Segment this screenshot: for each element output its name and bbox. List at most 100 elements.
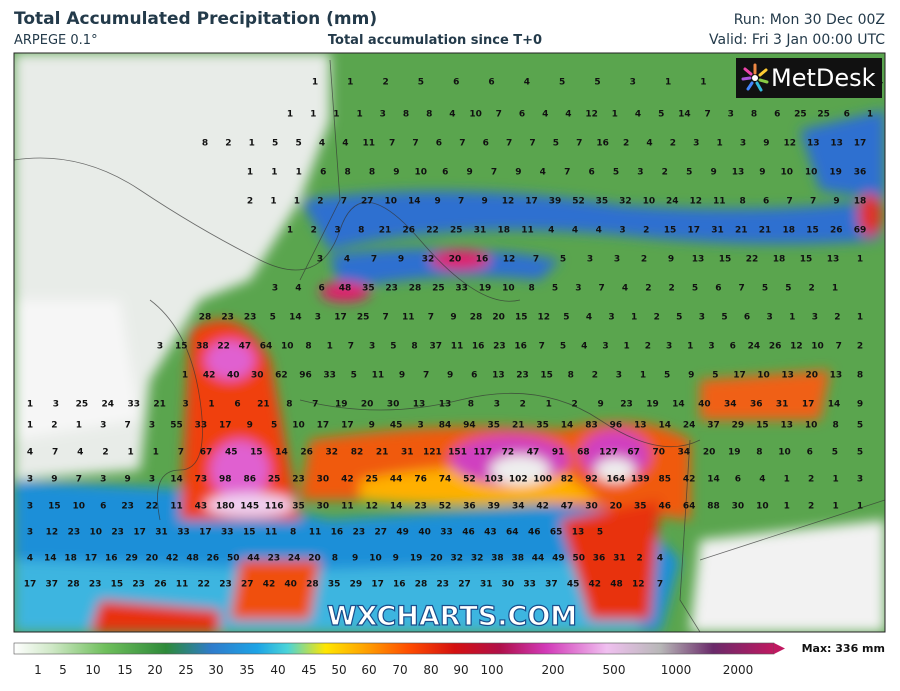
grid-value: 15	[111, 580, 124, 590]
grid-value: 1	[857, 255, 863, 265]
grid-value: 9	[466, 168, 472, 178]
grid-value: 2	[225, 139, 231, 149]
grid-value: 7	[178, 448, 184, 458]
grid-value: 4	[565, 110, 571, 120]
grid-value: 17	[687, 226, 700, 236]
grid-value: 22	[217, 342, 230, 352]
grid-value: 5	[295, 139, 301, 149]
grid-value: 49	[552, 554, 565, 564]
grid-value: 5	[857, 448, 863, 458]
grid-value: 25	[76, 400, 89, 410]
grid-value: 4	[596, 226, 602, 236]
grid-value: 28	[409, 284, 422, 294]
grid-value: 7	[704, 110, 710, 120]
grid-value: 43	[484, 528, 497, 538]
grid-value: 32	[619, 197, 632, 207]
grid-value: 38	[511, 554, 524, 564]
grid-value: 27	[375, 528, 388, 538]
grid-value: 2	[670, 139, 676, 149]
grid-value: 15	[664, 226, 677, 236]
grid-value: 28	[470, 313, 483, 323]
grid-value: 24	[666, 197, 679, 207]
grid-value: 5	[658, 110, 664, 120]
grid-value: 5	[418, 78, 424, 88]
grid-value: 1	[270, 197, 276, 207]
grid-value: 6	[453, 78, 459, 88]
grid-value: 17	[219, 421, 232, 431]
grid-value: 3	[417, 421, 423, 431]
grid-value: 5	[664, 371, 670, 381]
grid-value: 28	[199, 313, 212, 323]
grid-value: 69	[854, 226, 867, 236]
grid-value: 6	[471, 371, 477, 381]
grid-value: 36	[750, 400, 763, 410]
grid-value: 10	[778, 448, 791, 458]
grid-value: 1	[153, 448, 159, 458]
grid-value: 10	[385, 197, 398, 207]
grid-value: 5	[390, 342, 396, 352]
grid-value: 7	[341, 197, 347, 207]
grid-value: 5	[272, 139, 278, 149]
grid-value: 8	[332, 554, 338, 564]
grid-value: 1	[832, 475, 838, 485]
grid-value: 3	[587, 255, 593, 265]
watermark: WXCHARTS.COM	[327, 601, 577, 632]
grid-value: 37	[45, 580, 58, 590]
subtitle: Total accumulation since T+0	[328, 33, 542, 48]
grid-value: 13	[781, 371, 794, 381]
grid-value: 7	[371, 255, 377, 265]
grid-value: 40	[698, 400, 711, 410]
grid-value: 96	[299, 371, 312, 381]
grid-value: 23	[219, 580, 232, 590]
grid-value: 48	[186, 554, 199, 564]
grid-value: 52	[572, 197, 585, 207]
grid-value: 35	[488, 421, 501, 431]
grid-value: 30	[387, 400, 400, 410]
grid-value: 7	[312, 400, 318, 410]
grid-value: 38	[196, 342, 209, 352]
grid-value: 3	[149, 475, 155, 485]
grid-value: 1	[208, 400, 214, 410]
grid-value: 9	[399, 371, 405, 381]
grid-value: 3	[619, 226, 625, 236]
grid-value: 11	[341, 502, 354, 512]
grid-value: 14	[561, 421, 574, 431]
grid-value: 9	[668, 255, 674, 265]
grid-value: 4	[548, 226, 554, 236]
grid-value: 1	[27, 400, 33, 410]
grid-value: 16	[476, 255, 489, 265]
grid-value: 180	[216, 502, 235, 512]
grid-value: 12	[585, 110, 598, 120]
grid-value: 76	[414, 475, 427, 485]
grid-value: 31	[776, 400, 789, 410]
grid-value: 73	[195, 475, 208, 485]
logo-text: MetDesk	[771, 64, 876, 92]
grid-value: 1	[832, 502, 838, 512]
grid-value: 14	[707, 475, 720, 485]
grid-value: 7	[412, 139, 418, 149]
grid-value: 47	[527, 448, 540, 458]
precip-field	[14, 53, 885, 632]
grid-value: 13	[807, 139, 820, 149]
grid-value: 70	[653, 448, 666, 458]
grid-value: 16	[105, 554, 118, 564]
grid-value: 11	[176, 580, 189, 590]
grid-value: 5	[676, 313, 682, 323]
grid-value: 1	[546, 400, 552, 410]
grid-value: 84	[439, 421, 452, 431]
grid-value: 9	[833, 197, 839, 207]
grid-value: 33	[523, 580, 536, 590]
grid-value: 62	[275, 371, 288, 381]
grid-value: 6	[320, 168, 326, 178]
grid-value: 20	[361, 400, 374, 410]
grid-value: 3	[699, 313, 705, 323]
run-time: Run: Mon 30 Dec 00Z	[734, 12, 885, 28]
grid-value: 32	[326, 448, 339, 458]
grid-value: 5	[560, 255, 566, 265]
colorbar-label: 50	[331, 663, 346, 677]
grid-value: 6	[715, 284, 721, 294]
grid-value: 1	[287, 110, 293, 120]
grid-value: 1	[76, 421, 82, 431]
grid-value: 33	[455, 284, 468, 294]
grid-value: 4	[524, 78, 530, 88]
